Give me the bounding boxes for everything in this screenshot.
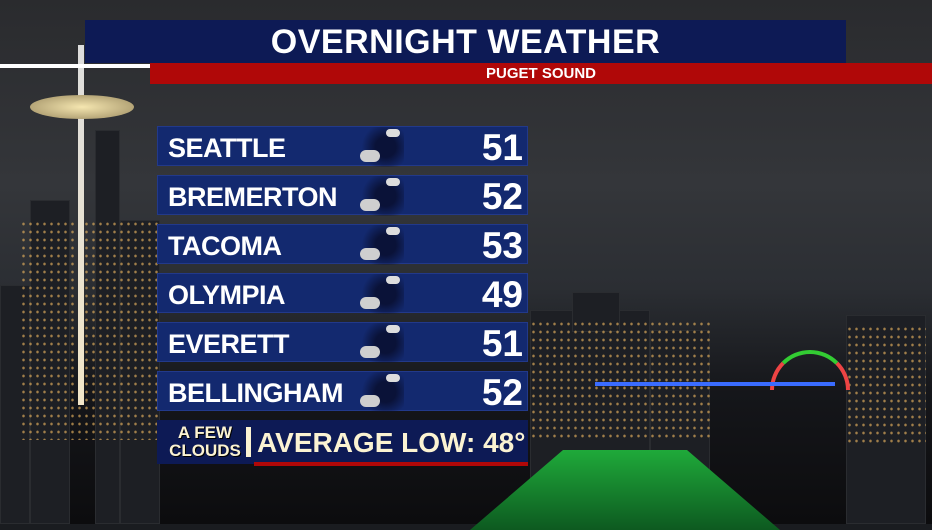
region-subtitle: PUGET SOUND [150, 63, 932, 84]
city-row: BREMERTON 52 [157, 175, 528, 217]
temperature: 51 [481, 127, 523, 168]
city-row: TACOMA 53 [157, 224, 528, 266]
city-name: BREMERTON [168, 182, 338, 212]
city-row: OLYMPIA 49 [157, 273, 528, 315]
partly-cloudy-night-icon [358, 176, 404, 216]
temperature: 49 [481, 274, 523, 315]
city-name: OLYMPIA [168, 280, 286, 310]
city-name: SEATTLE [168, 133, 286, 163]
temperature: 52 [481, 372, 523, 413]
temperature: 52 [481, 176, 523, 217]
partly-cloudy-night-icon [358, 225, 404, 265]
summary-underline [254, 462, 528, 466]
city-name: EVERETT [168, 329, 290, 359]
partly-cloudy-night-icon [358, 323, 404, 363]
accent-line [0, 64, 150, 68]
partly-cloudy-night-icon [358, 274, 404, 314]
space-needle [78, 45, 84, 405]
average-low: AVERAGE LOW: 48° [257, 427, 526, 458]
city-name: BELLINGHAM [168, 378, 343, 408]
divider [246, 427, 251, 457]
city-row: BELLINGHAM 52 [157, 371, 528, 413]
summary-bar: A FEW CLOUDS AVERAGE LOW: 48° [157, 420, 528, 464]
temperature: 53 [481, 225, 523, 266]
city-row: EVERETT 51 [157, 322, 528, 364]
temperature: 51 [481, 323, 523, 364]
partly-cloudy-night-icon [358, 372, 404, 412]
partly-cloudy-night-icon [358, 127, 404, 167]
city-row: SEATTLE 51 [157, 126, 528, 168]
city-name: TACOMA [168, 231, 282, 261]
page-title: OVERNIGHT WEATHER [85, 20, 846, 63]
condition-label: A FEW CLOUDS [169, 423, 241, 460]
